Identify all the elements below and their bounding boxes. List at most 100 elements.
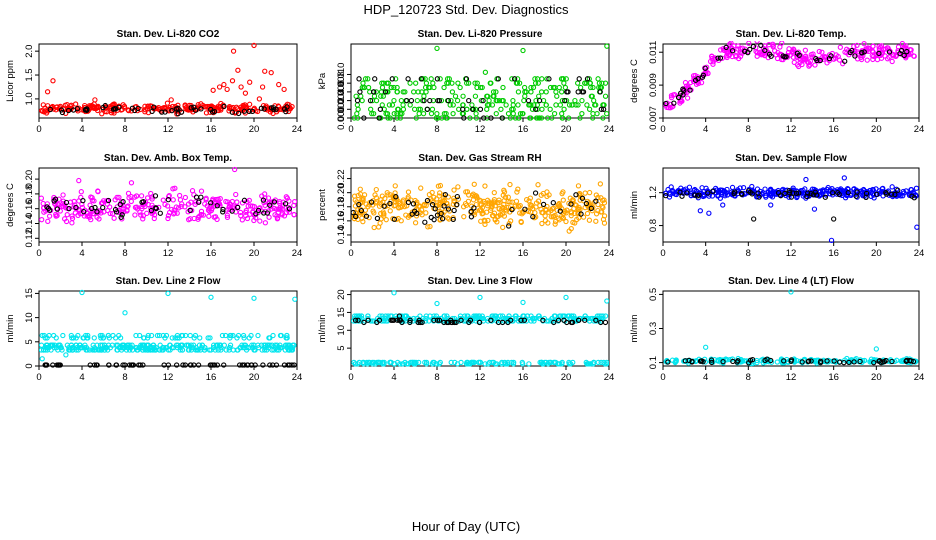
data-point xyxy=(590,110,596,117)
data-point xyxy=(165,347,172,353)
data-point xyxy=(503,208,510,214)
data-point xyxy=(389,102,396,108)
data-point xyxy=(444,76,451,82)
data-point xyxy=(289,347,296,353)
data-point xyxy=(122,310,128,316)
data-point xyxy=(576,192,582,198)
y-tick-label: 5 xyxy=(336,345,347,350)
data-point xyxy=(538,115,545,121)
data-point xyxy=(778,193,784,199)
data-point xyxy=(423,361,430,367)
data-point xyxy=(360,195,366,201)
data-point xyxy=(389,317,396,323)
x-tick-label: 16 xyxy=(518,372,529,383)
data-point xyxy=(553,89,559,95)
data-point xyxy=(677,189,683,195)
data-point xyxy=(580,89,587,95)
x-tick-label: 20 xyxy=(871,124,882,135)
data-point xyxy=(405,199,412,205)
data-point xyxy=(720,358,726,365)
data-point xyxy=(419,212,425,218)
data-point xyxy=(445,206,452,212)
data-point xyxy=(515,203,521,209)
data-point xyxy=(81,335,87,341)
data-point xyxy=(892,191,898,198)
data-point xyxy=(867,359,873,365)
data-point xyxy=(895,187,901,193)
x-tick-label: 0 xyxy=(660,124,665,135)
data-point xyxy=(198,106,204,112)
data-point xyxy=(712,56,719,62)
data-point xyxy=(174,344,181,351)
data-point xyxy=(372,76,378,82)
data-point xyxy=(281,86,287,93)
data-point xyxy=(176,192,183,199)
data-point xyxy=(663,100,669,107)
data-point xyxy=(215,342,221,348)
data-point xyxy=(428,110,435,117)
data-point xyxy=(154,332,161,339)
data-point xyxy=(234,199,240,205)
data-point xyxy=(786,189,793,196)
data-point xyxy=(223,198,229,205)
data-point xyxy=(381,203,387,209)
data-point xyxy=(431,194,437,200)
data-point xyxy=(405,189,412,195)
data-point xyxy=(284,335,290,341)
data-point xyxy=(543,359,549,366)
data-point xyxy=(480,97,486,104)
data-point xyxy=(198,208,205,215)
data-point xyxy=(39,347,45,353)
data-point xyxy=(69,213,75,219)
data-point xyxy=(164,203,171,209)
y-tick-label: 0.009 xyxy=(648,73,659,97)
data-point xyxy=(231,166,238,173)
data-point xyxy=(849,49,855,56)
data-point xyxy=(106,335,112,341)
y-tick-label: 0.008 xyxy=(336,71,347,95)
y-tick-label: 0.14 xyxy=(24,214,35,233)
data-point xyxy=(241,108,248,114)
data-point xyxy=(473,315,479,322)
data-point xyxy=(806,63,812,69)
data-point xyxy=(502,194,509,200)
data-point xyxy=(239,217,245,223)
data-point xyxy=(418,76,424,82)
data-point xyxy=(817,57,823,64)
data-point xyxy=(584,102,590,108)
data-point xyxy=(400,199,406,205)
data-point xyxy=(66,205,72,212)
data-point xyxy=(412,220,419,226)
data-point xyxy=(363,213,370,219)
data-point xyxy=(432,206,438,212)
data-point xyxy=(151,104,157,110)
data-point xyxy=(530,84,537,91)
data-point xyxy=(426,318,432,324)
y-tick-label: 15 xyxy=(24,288,35,299)
data-point xyxy=(889,358,895,365)
data-point xyxy=(152,193,159,199)
x-tick-label: 8 xyxy=(434,124,439,135)
data-point xyxy=(434,110,440,117)
data-point xyxy=(811,186,817,193)
data-point xyxy=(67,103,74,109)
x-tick-label: 16 xyxy=(828,124,839,135)
data-point xyxy=(687,87,693,93)
data-point xyxy=(140,216,146,222)
data-point xyxy=(536,97,543,104)
data-point xyxy=(284,332,290,339)
data-point xyxy=(781,358,787,364)
x-tick-label: 24 xyxy=(604,248,615,259)
data-point xyxy=(431,317,437,323)
data-point xyxy=(697,208,703,214)
data-point xyxy=(352,317,359,323)
data-point xyxy=(779,41,785,46)
data-point xyxy=(100,198,107,204)
data-point xyxy=(156,204,162,211)
data-point xyxy=(361,319,367,326)
data-point xyxy=(261,199,267,206)
data-point xyxy=(165,212,172,219)
data-point xyxy=(441,84,447,91)
data-point xyxy=(292,296,297,302)
y-tick-label: 0.5 xyxy=(648,288,659,301)
